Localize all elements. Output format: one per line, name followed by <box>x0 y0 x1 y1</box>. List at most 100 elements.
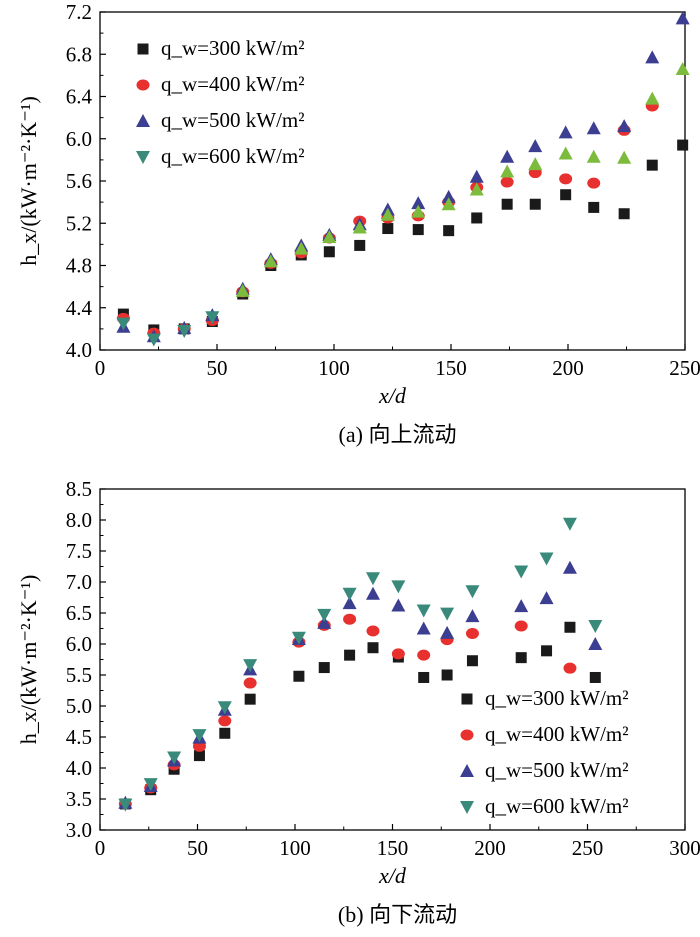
data-point <box>645 91 660 105</box>
data-point <box>293 670 305 682</box>
data-point <box>366 572 380 586</box>
data-point <box>514 620 528 632</box>
data-point <box>167 751 182 765</box>
data-point <box>411 204 426 218</box>
x-tick-label: 0 <box>95 356 106 380</box>
legend-label: q_w=500 kW/m² <box>485 758 629 782</box>
y-tick-label: 3.5 <box>66 787 92 811</box>
data-point <box>646 159 658 171</box>
y-tick-label: 7.2 <box>66 0 92 24</box>
chart-caption: (b) 向下流动 <box>338 902 457 927</box>
y-tick-label: 7.0 <box>66 570 92 594</box>
y-tick-label: 7.5 <box>66 539 92 563</box>
data-point <box>352 220 367 234</box>
legend-label: q_w=600 kW/m² <box>161 144 305 168</box>
data-point <box>563 662 577 674</box>
data-point <box>588 637 603 650</box>
data-point <box>466 655 478 667</box>
data-point <box>588 620 603 634</box>
y-tick-label: 5.0 <box>66 694 92 718</box>
data-point <box>541 645 553 657</box>
data-point <box>412 224 424 236</box>
y-tick-label: 4.8 <box>66 254 92 278</box>
x-tick-label: 100 <box>318 356 350 380</box>
data-point <box>677 139 689 151</box>
data-point <box>529 198 541 210</box>
y-tick-label: 6.8 <box>66 42 92 66</box>
data-point <box>318 662 330 674</box>
series-square <box>117 139 689 336</box>
legend-label: q_w=300 kW/m² <box>485 686 629 710</box>
data-point <box>465 609 480 623</box>
data-point <box>618 208 630 220</box>
data-point <box>391 598 406 612</box>
y-tick-label: 6.5 <box>66 601 92 625</box>
y-tick-label: 6.0 <box>66 632 92 656</box>
data-point <box>118 798 133 812</box>
x-tick-label: 300 <box>669 836 700 860</box>
data-point <box>366 625 380 637</box>
data-point <box>500 164 515 178</box>
data-point <box>418 671 430 683</box>
data-point <box>416 604 431 618</box>
data-point <box>317 608 332 622</box>
y-tick-label: 4.0 <box>66 338 92 362</box>
legend-marker <box>460 764 474 777</box>
data-point <box>539 552 554 566</box>
y-tick-label: 5.5 <box>66 663 92 687</box>
y-tick-label: 6.0 <box>66 127 92 151</box>
x-tick-label: 200 <box>474 836 506 860</box>
data-point <box>443 225 455 237</box>
data-point <box>617 150 632 164</box>
data-point <box>558 125 573 139</box>
data-point <box>675 11 690 25</box>
data-point <box>146 333 161 347</box>
data-point <box>343 613 357 625</box>
data-point <box>243 659 258 673</box>
data-point <box>645 50 660 64</box>
x-tick-label: 250 <box>572 836 604 860</box>
legend-label: q_w=400 kW/m² <box>485 722 629 746</box>
data-point <box>589 671 601 683</box>
y-tick-label: 5.2 <box>66 211 92 235</box>
data-point <box>562 560 577 574</box>
data-point <box>342 587 357 601</box>
data-point <box>263 254 278 268</box>
data-point <box>539 591 554 605</box>
legend-marker <box>461 693 473 705</box>
data-point <box>675 62 690 76</box>
legend-marker <box>136 79 150 91</box>
legend-marker <box>137 43 149 55</box>
data-point <box>193 750 205 762</box>
legend-label: q_w=600 kW/m² <box>485 794 629 818</box>
data-point <box>218 715 232 727</box>
data-point <box>416 621 431 635</box>
data-point <box>440 607 455 621</box>
legend-marker <box>460 729 474 741</box>
x-tick-label: 0 <box>95 836 106 860</box>
data-point <box>243 677 257 689</box>
legend-marker <box>136 114 150 127</box>
x-axis-label: x/d <box>378 863 407 888</box>
y-tick-label: 4.4 <box>66 296 93 320</box>
data-point <box>143 778 158 792</box>
data-point <box>586 149 601 163</box>
data-point <box>469 169 484 183</box>
data-point <box>219 727 231 739</box>
chart-downward-flow: 0 50 100 150 200 250 300 3.0 3.5 4.0 4.5 5.0 5.5 6.0 6… <box>16 477 700 927</box>
legend-label: q_w=500 kW/m² <box>161 108 305 132</box>
data-point <box>500 149 515 163</box>
legend: q_w=300 kW/m² q_w=400 kW/m² q_w=500 kW/m² q… <box>136 36 305 168</box>
data-point <box>440 625 455 639</box>
data-point <box>235 283 250 297</box>
x-tick-label: 150 <box>377 836 409 860</box>
x-tick-label: 200 <box>552 356 584 380</box>
data-point <box>560 189 572 201</box>
legend: q_w=300 kW/m² q_w=400 kW/m² q_w=500 kW/m² q… <box>460 686 629 818</box>
legend-marker <box>136 151 150 164</box>
data-point <box>471 212 483 224</box>
data-point <box>465 585 480 599</box>
legend-label: q_w=300 kW/m² <box>161 36 305 60</box>
y-axis-label: h_x/(kW·m⁻²·K⁻¹) <box>16 96 41 266</box>
